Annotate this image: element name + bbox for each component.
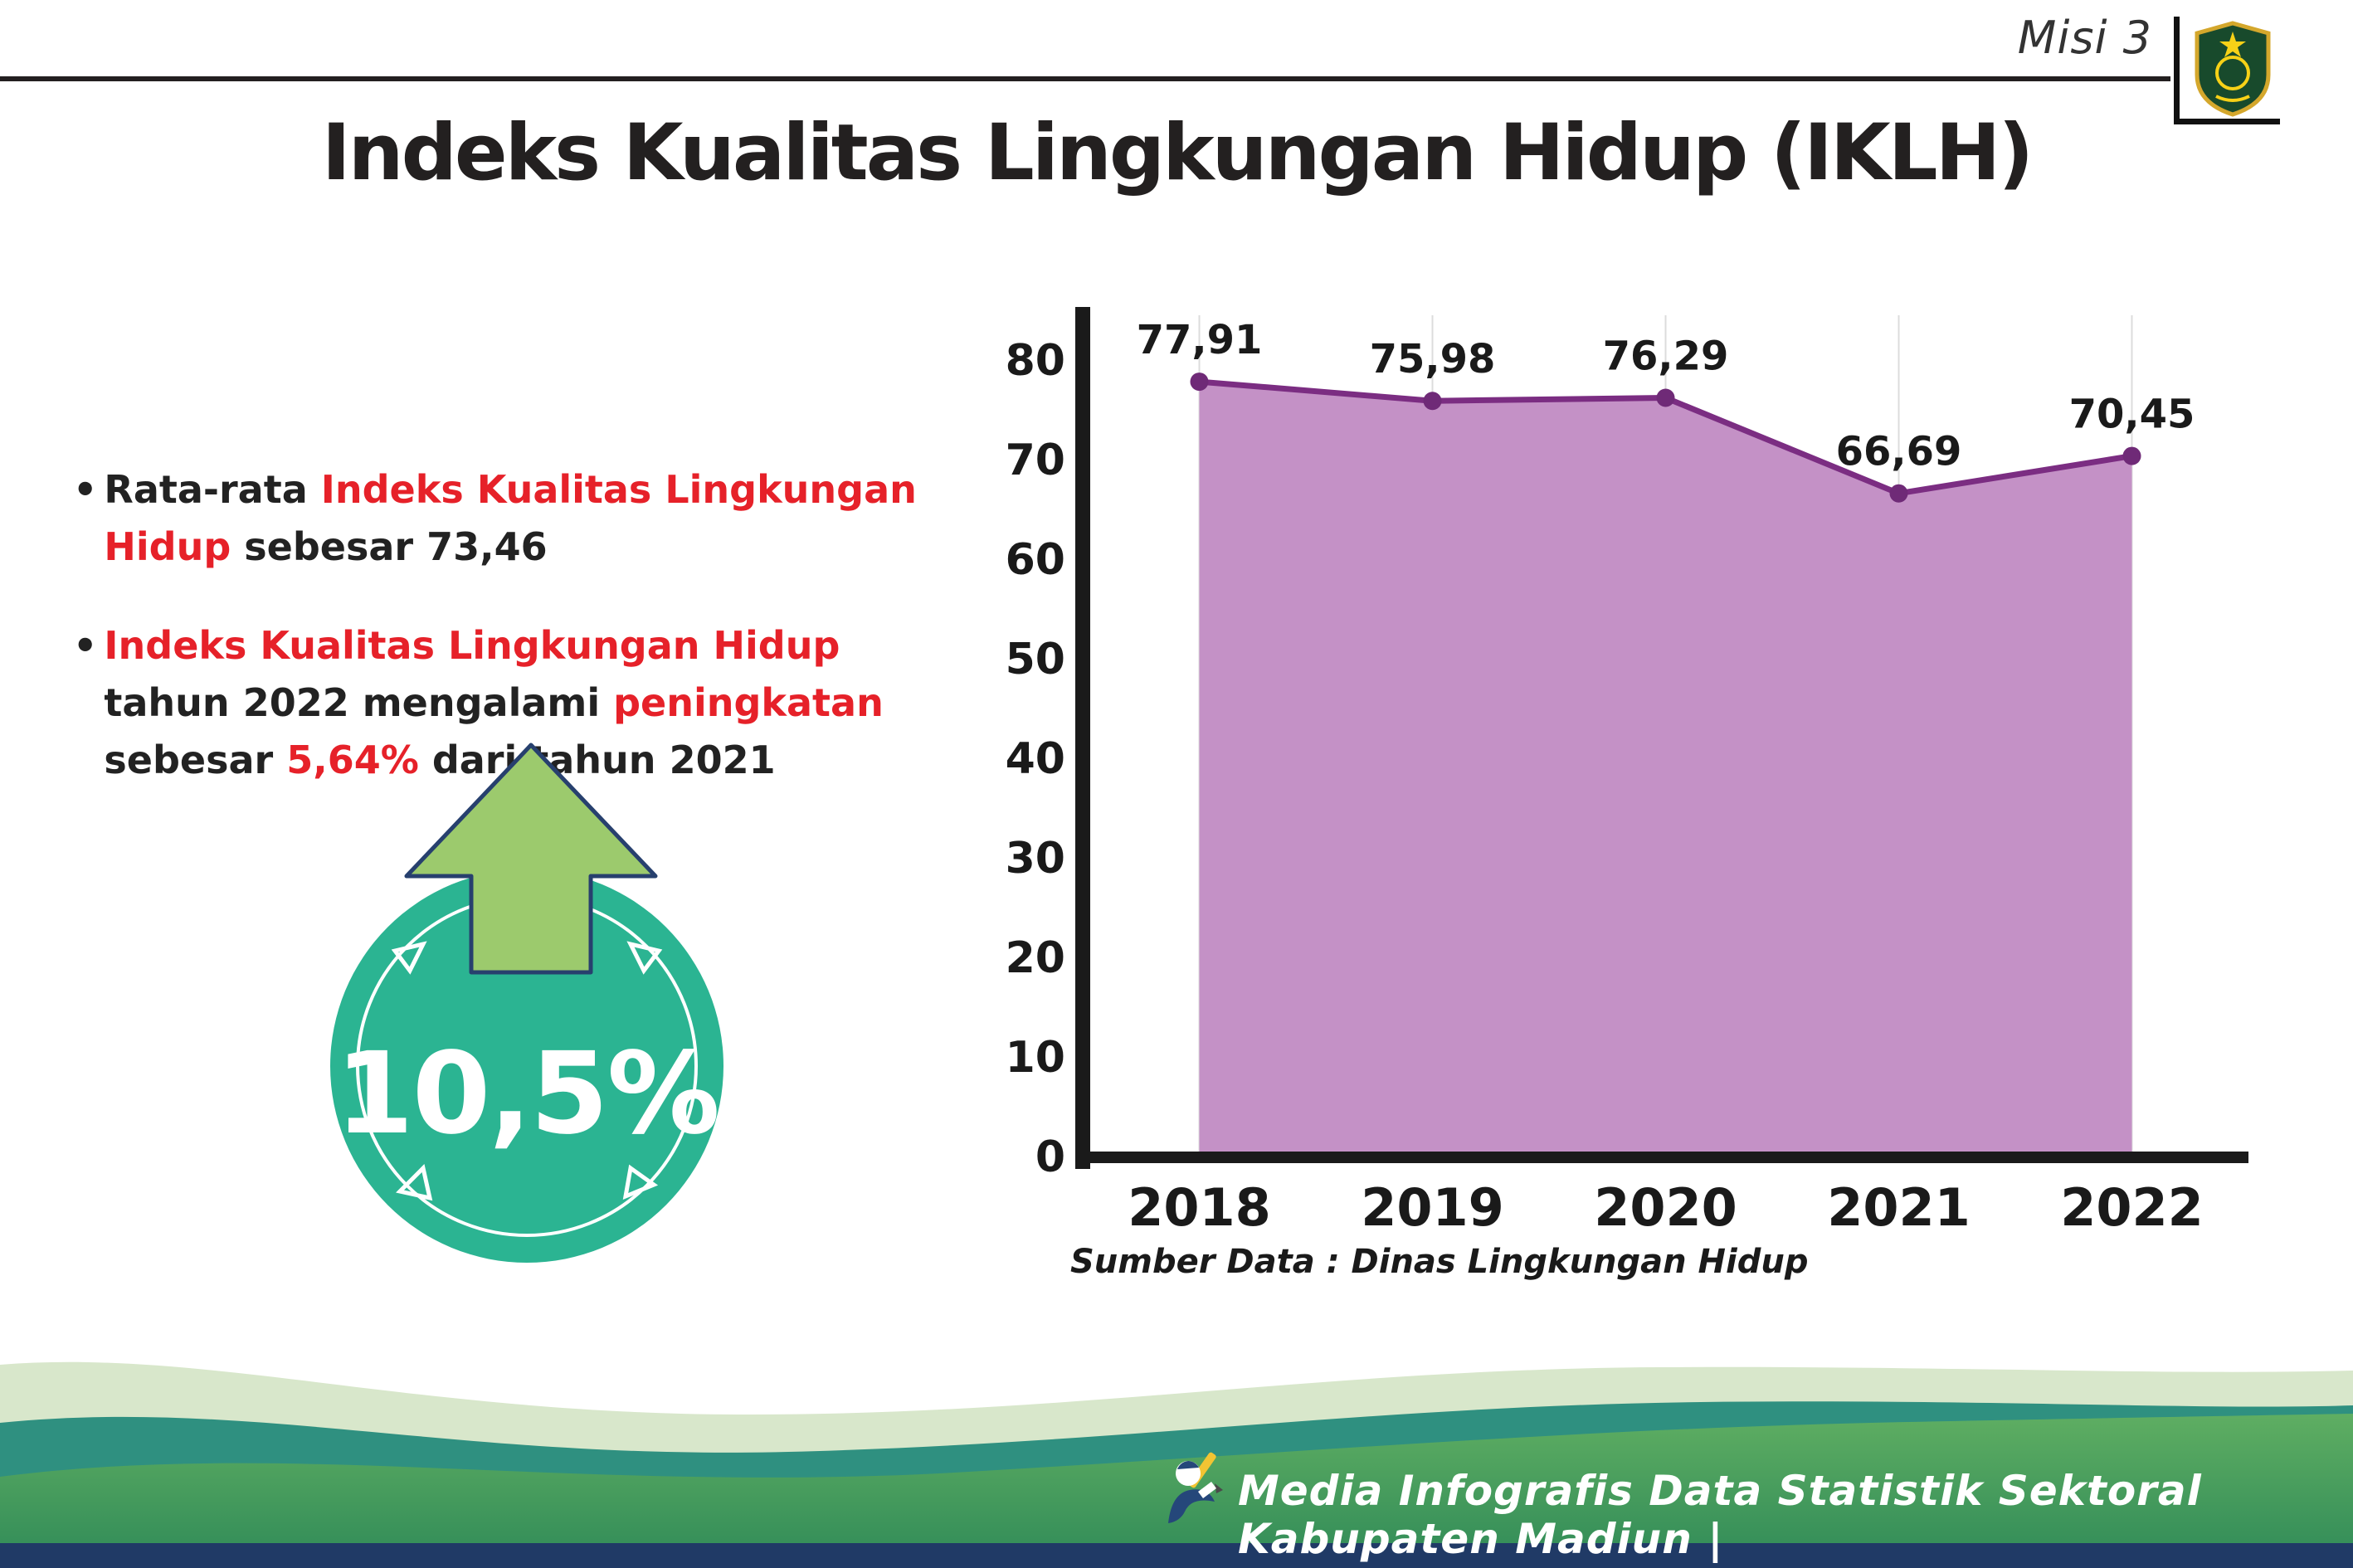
y-tick-label: 60 xyxy=(1006,535,1065,585)
iklh-area-chart: 77,91 75,98 76,29 66,69 70,45 0 10 20 30 40 50 60 70… xyxy=(1006,307,2248,1238)
top-divider xyxy=(0,76,2170,81)
x-tick-label: 2021 xyxy=(1827,1177,1971,1238)
x-tick-label: 2020 xyxy=(1594,1177,1737,1238)
y-axis xyxy=(1075,307,1090,1169)
x-tick-label: 2019 xyxy=(1361,1177,1504,1238)
data-point xyxy=(1889,484,1908,503)
mascot-icon xyxy=(1168,1452,1223,1523)
increase-percentage: 10,5% xyxy=(335,1029,720,1160)
misi-label: Misi 3 xyxy=(2017,12,2152,64)
source-note: Sumber Data : Dinas Lingkungan Hidup xyxy=(1070,1243,1809,1281)
data-label: 70,45 xyxy=(2069,392,2195,438)
y-tick-label: 0 xyxy=(1035,1132,1065,1182)
data-point xyxy=(2122,446,2141,465)
up-arrow-icon xyxy=(404,743,658,975)
data-point xyxy=(1423,392,1442,411)
bullet-dot: • xyxy=(73,467,98,512)
x-tick-label: 2022 xyxy=(2060,1177,2204,1238)
x-tick-label: 2018 xyxy=(1128,1177,1271,1238)
y-tick-label: 30 xyxy=(1006,834,1065,884)
y-tick-label: 70 xyxy=(1006,436,1065,485)
y-tick-label: 40 xyxy=(1006,734,1065,784)
logo-frame xyxy=(2174,17,2280,124)
y-tick-label: 50 xyxy=(1006,635,1065,684)
data-label: 75,98 xyxy=(1370,336,1496,382)
bullet-item: • Indeks Kualitas Lingkungan Hidup tahun … xyxy=(73,617,936,789)
y-tick-label: 20 xyxy=(1006,933,1065,983)
data-label: 66,69 xyxy=(1836,429,1962,475)
bullet-text: Rata-rata Indeks Kualitas Lingkungan Hid… xyxy=(104,467,917,569)
bullet-list: • Rata-rata Indeks Kualitas Lingkungan Hi… xyxy=(73,461,936,830)
y-tick-label: 80 xyxy=(1006,336,1065,386)
iklh-chart: 77,91 75,98 76,29 66,69 70,45 0 10 20 30 40 50 60 70… xyxy=(979,282,2273,1327)
x-axis xyxy=(1075,1152,2248,1163)
area-fill xyxy=(1199,382,2132,1157)
page-title: Indeks Kualitas Lingkungan Hidup (IKLH) xyxy=(321,108,2034,198)
kabupaten-madiun-logo xyxy=(2195,21,2271,117)
y-tick-label: 10 xyxy=(1006,1033,1065,1083)
bullet-text: Indeks Kualitas Lingkungan Hidup tahun 2… xyxy=(104,623,884,782)
footer-wave-decoration xyxy=(0,1361,2353,1568)
data-point xyxy=(1190,373,1209,392)
footer-caption: Media Infografis Data Statistik Sektoral… xyxy=(1238,1467,2202,1563)
data-point xyxy=(1656,388,1675,407)
bullet-dot: • xyxy=(73,623,98,668)
data-label: 77,91 xyxy=(1137,317,1263,363)
bullet-item: • Rata-rata Indeks Kualitas Lingkungan Hi… xyxy=(73,461,936,576)
data-label: 76,29 xyxy=(1603,334,1729,380)
